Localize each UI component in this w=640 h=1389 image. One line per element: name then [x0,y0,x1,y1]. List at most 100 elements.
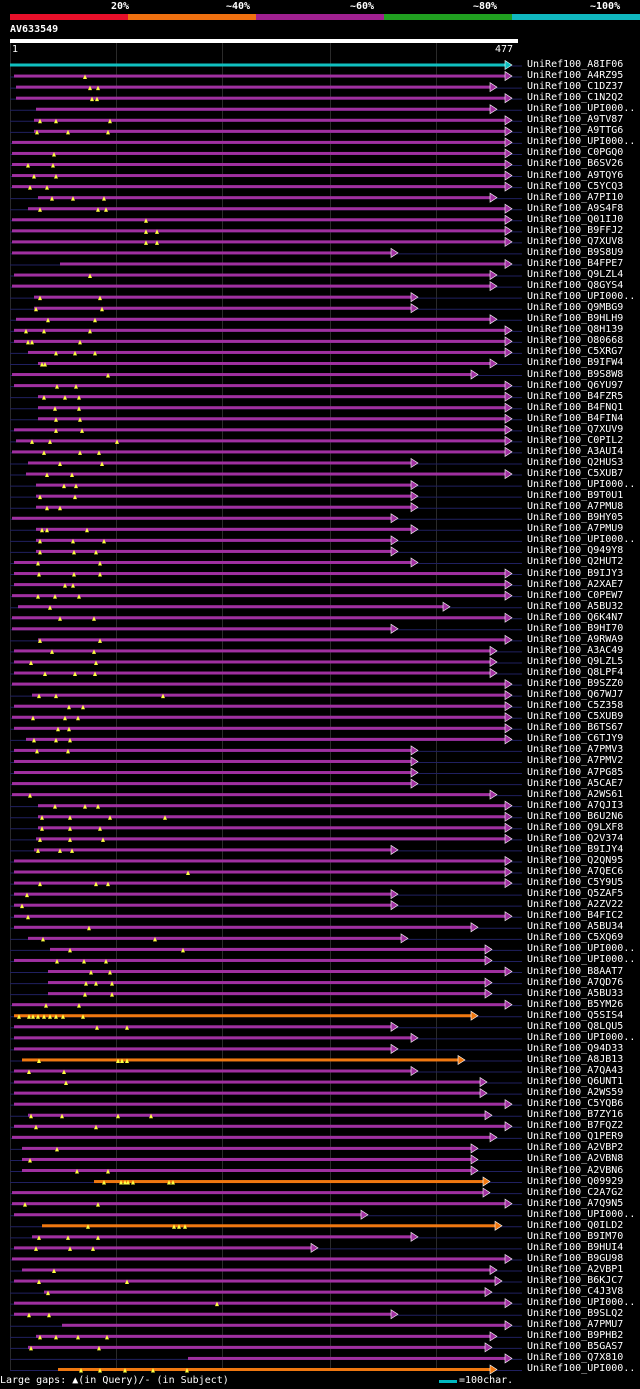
hit-bar[interactable] [28,1345,486,1349]
hit-arrow-icon[interactable] [470,1010,479,1021]
hit-bar[interactable] [12,174,506,178]
hit-arrow-icon[interactable] [484,955,493,966]
hit-bar[interactable] [14,660,491,664]
hit-label[interactable]: UniRef100_Q949Y8 [527,545,624,557]
hit-label[interactable]: UniRef100_A7QJI3 [527,799,624,811]
hit-arrow-icon[interactable] [504,347,513,358]
hit-label[interactable]: UniRef100_C0PIL2 [527,434,624,446]
hit-label[interactable]: UniRef100_A7PMV3 [527,744,624,756]
hit-bar[interactable] [14,759,412,763]
hit-label[interactable]: UniRef100_C6TJY9 [527,733,624,745]
hit-label[interactable]: UniRef100_B8AAT7 [527,965,624,977]
hit-arrow-icon[interactable] [489,314,498,325]
hit-label[interactable]: UniRef100_B6SV26 [527,158,624,170]
hit-label[interactable]: UniRef100_UPI000.. [527,479,636,491]
hit-label[interactable]: UniRef100_B9HUI4 [527,1241,624,1253]
hit-bar[interactable] [34,306,412,310]
hit-arrow-icon[interactable] [410,502,419,513]
hit-label[interactable]: UniRef100_Q01IJ0 [527,213,624,225]
hit-label[interactable]: UniRef100_B9HLH9 [527,313,624,325]
hit-bar[interactable] [14,704,506,708]
hit-bar[interactable] [12,1135,491,1139]
hit-bar[interactable] [44,1290,486,1294]
hit-label[interactable]: UniRef100_C5XUB9 [527,711,624,723]
hit-arrow-icon[interactable] [410,756,419,767]
hit-arrow-icon[interactable] [410,480,419,491]
hit-bar[interactable] [14,583,506,587]
hit-label[interactable]: UniRef100_Q9MBG9 [527,302,624,314]
hit-label[interactable]: UniRef100_Q0ILD2 [527,1219,624,1231]
hit-bar[interactable] [14,892,392,896]
hit-bar[interactable] [16,439,506,443]
hit-arrow-icon[interactable] [504,855,513,867]
hit-arrow-icon[interactable] [504,999,513,1010]
hit-label[interactable]: UniRef100_A2XAE7 [527,578,624,590]
hit-label[interactable]: UniRef100_Q7XUV8 [527,235,624,247]
hit-arrow-icon[interactable] [410,767,419,778]
hit-label[interactable]: UniRef100_Q1PER9 [527,1131,624,1143]
hit-bar[interactable] [14,726,506,730]
hit-arrow-icon[interactable] [489,656,498,668]
hit-label[interactable]: UniRef100_UPI000.. [527,954,636,966]
hit-bar[interactable] [42,1224,496,1228]
hit-label[interactable]: UniRef100_UPI000.. [527,291,636,303]
hit-arrow-icon[interactable] [504,568,513,579]
hit-arrow-icon[interactable] [470,922,479,933]
hit-label[interactable]: UniRef100_Q8LPF4 [527,667,624,679]
hit-bar[interactable] [48,981,486,985]
hit-arrow-icon[interactable] [470,1165,479,1176]
hit-bar[interactable] [12,240,506,244]
hit-arrow-icon[interactable] [390,1309,399,1320]
hit-arrow-icon[interactable] [504,1320,513,1331]
hit-label[interactable]: UniRef100_A5BU34 [527,921,624,933]
hit-bar[interactable] [36,538,392,542]
hit-bar[interactable] [12,616,506,620]
hit-label[interactable]: UniRef100_C5YCQ3 [527,180,624,192]
hit-arrow-icon[interactable] [504,878,513,889]
hit-bar[interactable] [36,837,506,841]
hit-bar[interactable] [12,218,506,222]
hit-arrow-icon[interactable] [504,1121,513,1132]
hit-arrow-icon[interactable] [494,1220,503,1231]
hit-arrow-icon[interactable] [504,712,513,723]
hit-bar[interactable] [12,682,506,686]
hit-label[interactable]: UniRef100_B7ZY16 [527,1109,624,1121]
hit-bar[interactable] [14,1080,481,1084]
hit-label[interactable]: UniRef100_C5XRG7 [527,346,624,358]
hit-arrow-icon[interactable] [489,1364,498,1375]
hit-bar[interactable] [12,151,506,155]
hit-bar[interactable] [38,395,506,399]
hit-bar[interactable] [14,859,506,863]
hit-bar[interactable] [14,273,491,277]
hit-arrow-icon[interactable] [390,623,399,634]
hit-arrow-icon[interactable] [390,247,399,258]
hit-label[interactable]: UniRef100_Q8GYS4 [527,280,624,292]
hit-label[interactable]: UniRef100_C1N2Q2 [527,92,624,104]
hit-bar[interactable] [12,1191,484,1195]
hit-arrow-icon[interactable] [504,325,513,336]
hit-arrow-icon[interactable] [410,1231,419,1242]
hit-bar[interactable] [36,483,412,487]
hit-label[interactable]: UniRef100_A2VBN8 [527,1153,624,1165]
hit-arrow-icon[interactable] [504,690,513,701]
hit-arrow-icon[interactable] [504,93,513,104]
hit-arrow-icon[interactable] [390,844,399,855]
hit-arrow-icon[interactable] [482,1187,491,1198]
hit-label[interactable]: UniRef100_B9HI70 [527,622,624,634]
hit-arrow-icon[interactable] [360,1209,369,1220]
hit-bar[interactable] [12,140,506,144]
hit-bar[interactable] [32,1235,412,1239]
hit-bar[interactable] [18,605,444,609]
hit-arrow-icon[interactable] [484,1110,493,1121]
hit-bar[interactable] [12,373,472,377]
hit-arrow-icon[interactable] [390,535,399,546]
hit-bar[interactable] [12,251,392,255]
hit-bar[interactable] [26,737,506,741]
hit-arrow-icon[interactable] [479,1077,488,1088]
hit-label[interactable]: UniRef100_C5XUB7 [527,468,624,480]
hit-arrow-icon[interactable] [310,1242,319,1253]
hit-arrow-icon[interactable] [484,1287,493,1298]
hit-arrow-icon[interactable] [504,413,513,424]
hit-bar[interactable] [22,1268,491,1272]
hit-bar[interactable] [32,693,506,697]
